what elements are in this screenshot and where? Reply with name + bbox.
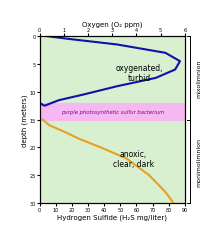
Text: anoxic,
clear, dark: anoxic, clear, dark	[113, 149, 154, 169]
X-axis label: Hydrogen Sulfide (H₂S mg/liter): Hydrogen Sulfide (H₂S mg/liter)	[57, 214, 167, 220]
Y-axis label: depth (meters): depth (meters)	[21, 94, 28, 146]
Text: mixolimnion: mixolimnion	[197, 59, 202, 98]
Bar	[40, 103, 185, 120]
Text: purple photosynthetic sulfur bacterium: purple photosynthetic sulfur bacterium	[61, 109, 164, 114]
Text: monimolimnion: monimolimnion	[197, 137, 202, 186]
X-axis label: Oxygen (O₂ ppm): Oxygen (O₂ ppm)	[82, 21, 143, 28]
Text: oxygenated,
turbid: oxygenated, turbid	[116, 63, 163, 83]
